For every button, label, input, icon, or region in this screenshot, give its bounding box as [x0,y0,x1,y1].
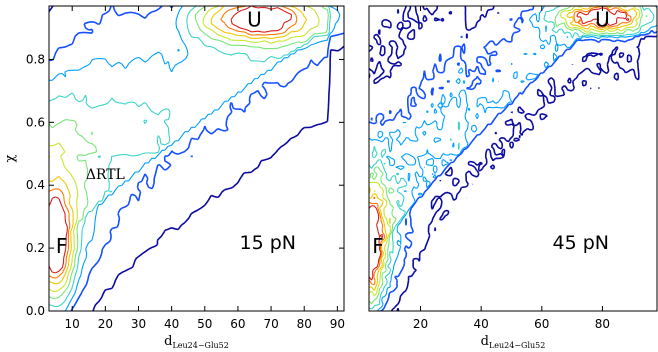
x-axis-label: dLeu24−Glu52 [164,334,229,350]
contour-lines [49,6,344,311]
axes-frame [48,5,345,312]
x-tick-label: 80 [595,317,610,331]
contour-level-2 [369,6,657,311]
x-tick-label: 40 [164,317,179,331]
contour-level-6 [369,6,641,297]
contour-lines [369,6,657,311]
basin-label-U: U [595,8,610,32]
force-label: 45 pN [553,232,610,254]
x-tick-label: 10 [65,317,80,331]
contour-level-8 [49,6,298,279]
x-tick-label: 70 [263,317,278,331]
contour-level-3 [369,6,657,311]
contour-panel-2: 20 40 60 80 dLeu24−Glu52 F U 45 pN [368,5,658,350]
basin-label-F: F [372,234,384,258]
y-tick-label: 0.8 [26,52,45,66]
y-tick-label: 0.4 [26,178,45,192]
contour-level-4 [369,6,655,310]
contour-level-4 [49,6,331,308]
contour-level-7 [49,6,308,285]
y-tick-label: 0.2 [26,241,45,255]
contour-level-2 [49,6,344,311]
y-tick-label: 0.6 [26,115,45,129]
contour-level-1 [369,6,657,311]
contour-level-3 [49,6,341,311]
x-tick-label: 20 [98,317,113,331]
x-tick-label: 20 [413,317,428,331]
y-axis-label: χ [3,154,18,162]
contour-level-9 [49,6,293,274]
contour-level-5 [369,6,648,305]
x-tick-label: 90 [330,317,345,331]
contour-level-6 [49,6,320,293]
basin-label-U: U [247,8,262,32]
annotation-label: ΔRTL [86,167,125,183]
y-tick-label: 0.0 [26,304,45,318]
contour-level-5 [49,6,329,299]
contour-panel-1: 10 20 30 40 50 60 70 80 90 0.0 0.2 0.4 0.6 0.8 dLeu24−… [3,5,345,350]
x-axis-label-subscript: Leu24−Glu52 [489,341,545,350]
x-tick-label: 40 [474,317,489,331]
x-tick-label: 60 [534,317,549,331]
x-tick-label: 60 [230,317,245,331]
basin-label-F: F [56,234,68,258]
contour-level-8 [369,6,632,286]
x-tick-label: 80 [297,317,312,331]
axes-frame [368,5,658,312]
x-axis-label: dLeu24−Glu52 [481,334,546,350]
x-tick-label: 30 [131,317,146,331]
contour-level-9 [369,7,630,281]
contour-level-1 [49,6,344,311]
x-axis-label-subscript: Leu24−Glu52 [172,341,228,350]
force-label: 15 pN [240,232,297,254]
x-tick-label: 50 [197,317,212,331]
